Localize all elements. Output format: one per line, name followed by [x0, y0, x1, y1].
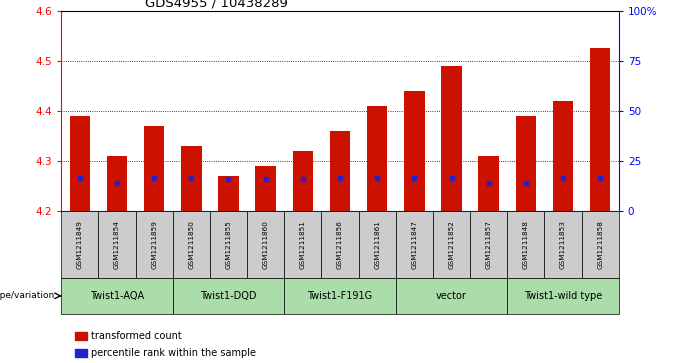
Bar	[404, 91, 424, 211]
Bar	[144, 126, 165, 211]
Text: GSM1211855: GSM1211855	[226, 220, 231, 269]
Text: Twist1-DQD: Twist1-DQD	[200, 291, 257, 301]
Text: percentile rank within the sample: percentile rank within the sample	[91, 348, 256, 358]
Bar	[515, 116, 536, 211]
Text: GSM1211858: GSM1211858	[597, 220, 603, 269]
Text: GSM1211850: GSM1211850	[188, 220, 194, 269]
Bar	[330, 131, 350, 211]
Bar	[218, 176, 239, 211]
Text: GSM1211856: GSM1211856	[337, 220, 343, 269]
Bar	[256, 166, 276, 211]
Text: GSM1211857: GSM1211857	[486, 220, 492, 269]
Text: Twist1-F191G: Twist1-F191G	[307, 291, 373, 301]
Bar	[479, 156, 499, 211]
Text: GSM1211848: GSM1211848	[523, 220, 529, 269]
Text: GDS4955 / 10438289: GDS4955 / 10438289	[145, 0, 288, 10]
Text: GSM1211852: GSM1211852	[449, 220, 454, 269]
Bar	[553, 101, 573, 211]
Text: GSM1211853: GSM1211853	[560, 220, 566, 269]
Text: GSM1211859: GSM1211859	[151, 220, 157, 269]
Text: Twist1-wild type: Twist1-wild type	[524, 291, 602, 301]
Text: GSM1211860: GSM1211860	[262, 220, 269, 269]
Bar	[590, 48, 611, 211]
Bar	[292, 151, 313, 211]
Bar	[181, 146, 201, 211]
Text: GSM1211861: GSM1211861	[374, 220, 380, 269]
Text: vector: vector	[436, 291, 467, 301]
Text: GSM1211849: GSM1211849	[77, 220, 83, 269]
Text: GSM1211851: GSM1211851	[300, 220, 306, 269]
Text: transformed count: transformed count	[91, 331, 182, 341]
Text: GSM1211854: GSM1211854	[114, 220, 120, 269]
Bar	[69, 116, 90, 211]
Bar	[441, 66, 462, 211]
Text: Twist1-AQA: Twist1-AQA	[90, 291, 144, 301]
Text: genotype/variation: genotype/variation	[0, 291, 54, 300]
Bar	[107, 156, 127, 211]
Bar	[367, 106, 388, 211]
Text: GSM1211847: GSM1211847	[411, 220, 418, 269]
